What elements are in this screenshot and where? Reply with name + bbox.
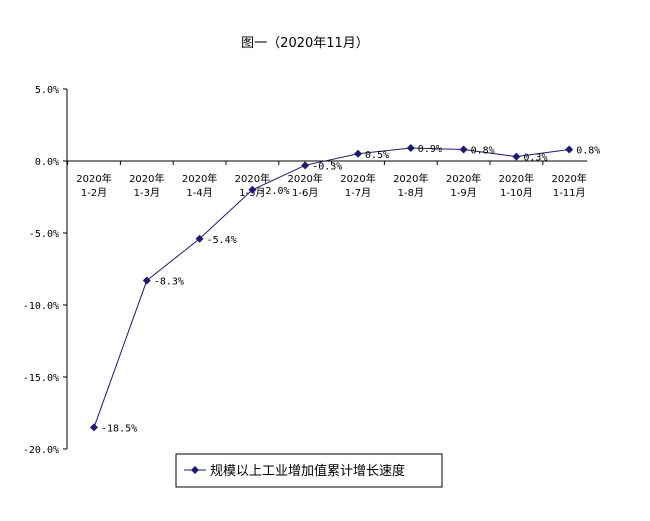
data-label: 0.5% [365,150,389,161]
data-label: -18.5% [101,423,137,434]
data-point-marker [90,423,98,432]
data-point-marker [406,144,415,153]
x-category-label-line1: 2020年 [235,172,270,185]
x-category-label-line1: 2020年 [551,172,586,185]
x-category-label-line1: 2020年 [76,172,111,185]
series-group: -18.5% -8.3% -5.4% -2.0% -0.3% 0.5% 0.9% 0.8% 0.… [90,144,600,434]
x-category-label-line1: 2020年 [129,172,164,185]
x-category-label-line2: 1-8月 [398,187,424,199]
legend: 规模以上工业增加值累计增长速度 [175,453,443,488]
data-label: -0.3% [312,161,342,172]
data-label: 0.3% [523,153,547,164]
x-category-label-line2: 1-10月 [500,187,533,199]
y-tick-label: -20.0% [23,445,59,456]
x-category-label-line1: 2020年 [182,172,217,185]
x-category-label-line1: 2020年 [393,172,428,185]
x-category-label-line2: 1-7月 [345,187,371,199]
x-category-label-line2: 1-6月 [292,187,318,199]
x-category-label-line2: 1-2月 [81,187,107,199]
data-label: 0.8% [576,145,600,156]
legend-marker-swatch [191,466,199,474]
data-label: -5.4% [207,235,237,246]
x-category-label-line1: 2020年 [446,172,481,185]
series-line [93,147,570,428]
x-category-label-line2: 1-4月 [186,187,212,199]
axes [63,88,588,450]
data-label: -2.0% [259,186,289,197]
data-label: 0.9% [418,144,442,155]
legend-box [175,453,443,488]
chart-title: 图一（2020年11月） [241,36,369,51]
data-point-marker [248,185,257,194]
y-tick-label: -15.0% [23,373,59,384]
y-tick-labels: 5.0% 0.0% -5.0% -10.0% -15.0% -20.0% [23,85,59,456]
x-category-label-line2: 1-11月 [553,187,586,199]
data-point-marker [142,276,151,285]
legend-label: 规模以上工业增加值累计增长速度 [210,463,405,479]
x-category-label-line1: 2020年 [287,172,322,185]
x-category-label-line1: 2020年 [499,172,534,185]
x-category-label-line2: 1-3月 [134,187,160,199]
data-label: -8.3% [154,277,184,288]
data-point-marker [459,145,468,154]
data-point-marker [354,149,362,158]
data-label: 0.8% [471,145,495,156]
y-tick-label: -5.0% [29,229,59,240]
data-point-marker [301,161,310,170]
x-category-label-line2: 1-9月 [450,187,476,199]
y-tick-label: 5.0% [35,85,59,96]
x-category-label-line1: 2020年 [340,172,375,185]
y-tick-label: 0.0% [35,157,59,168]
data-point-marker [512,152,521,161]
y-tick-label: -10.0% [23,301,59,312]
data-point-marker [565,145,574,154]
data-point-marker [195,234,204,243]
x-category-labels: 2020年1-2月2020年1-3月2020年1-4月2020年1-5月2020… [76,172,587,199]
